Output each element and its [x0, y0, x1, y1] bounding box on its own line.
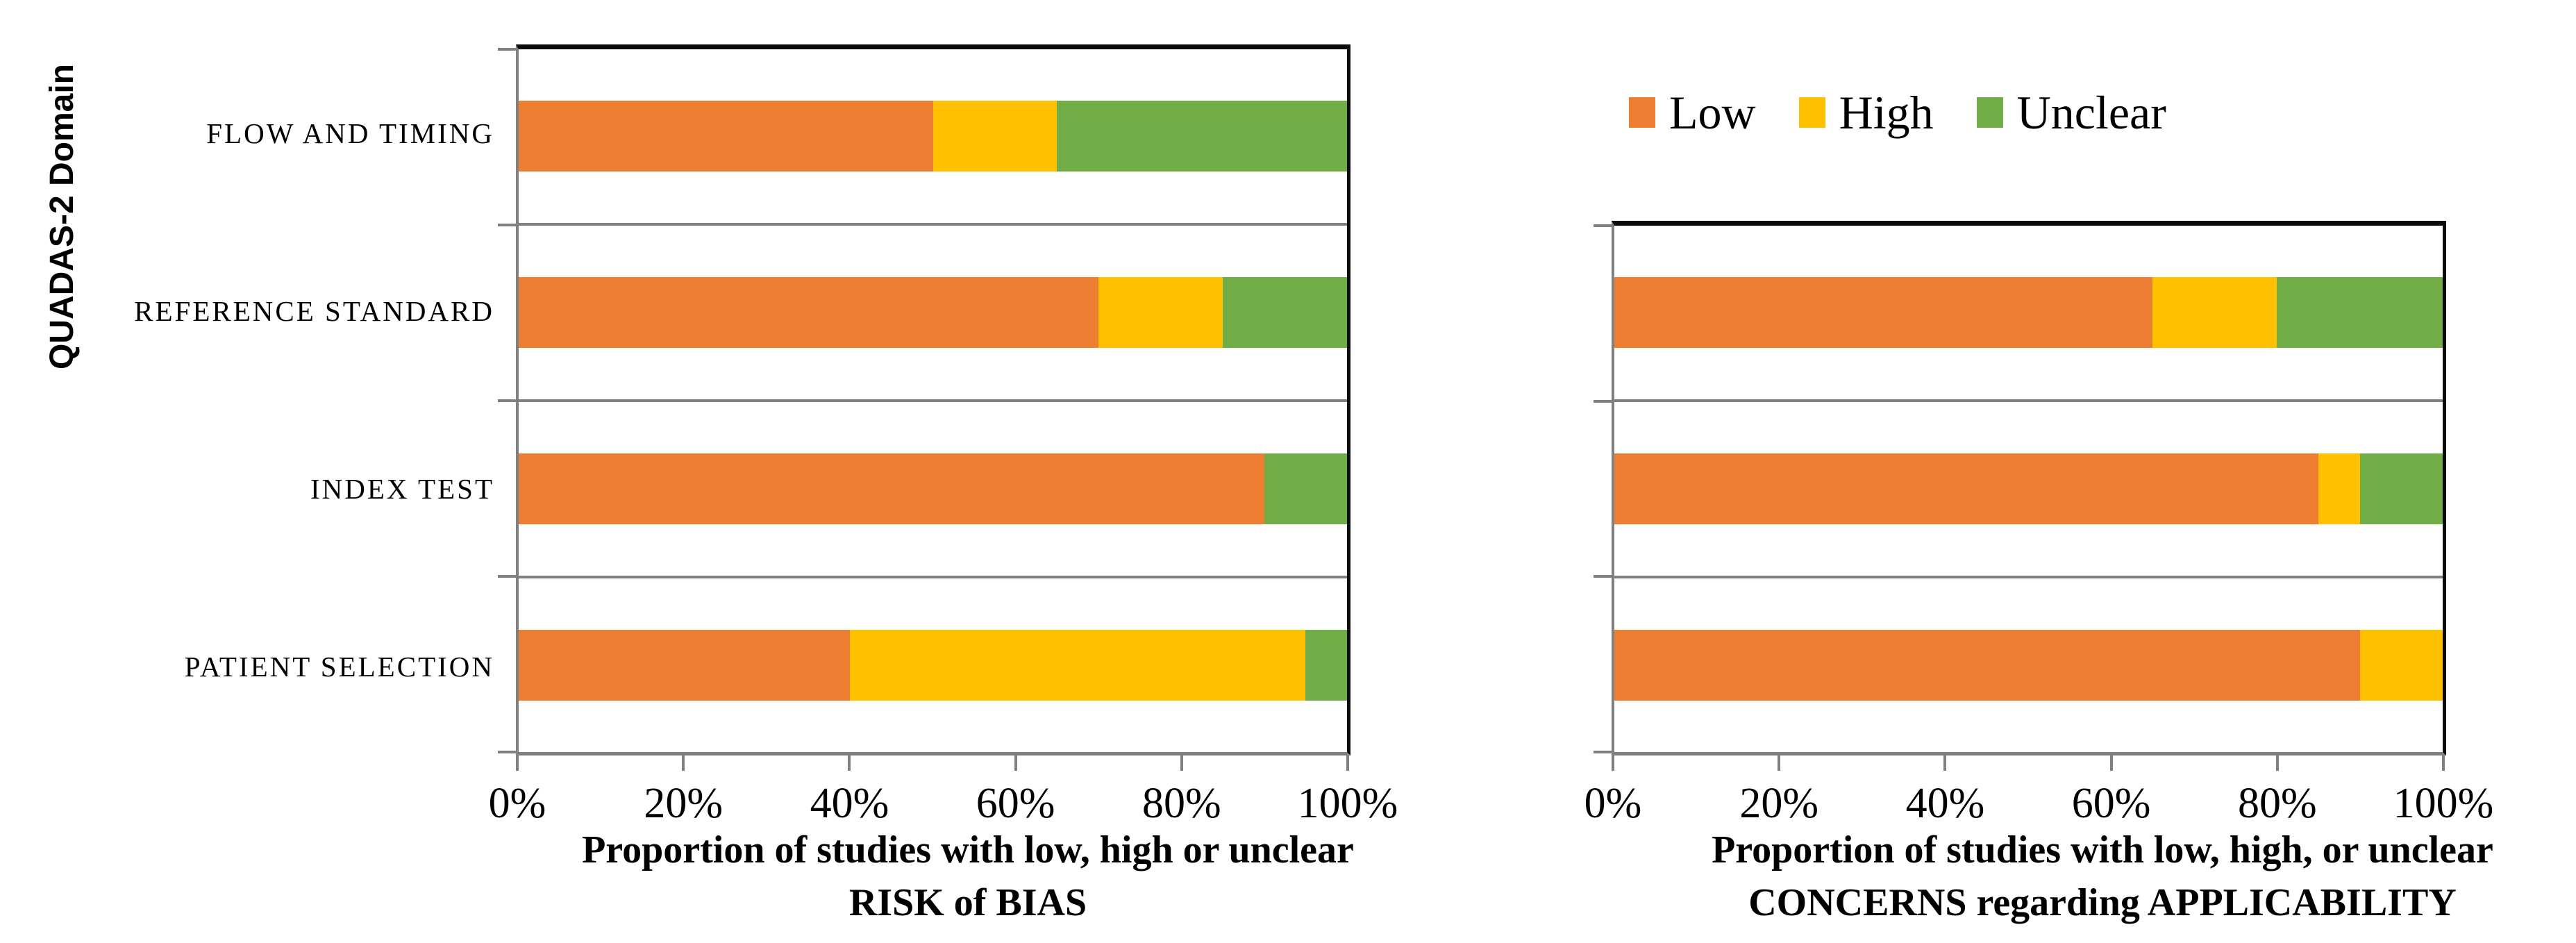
applicability-plot-area [1594, 221, 2446, 756]
category-row [1614, 576, 2443, 752]
x-axis-tick-mark [1943, 756, 1947, 771]
bar-segment-high [2359, 629, 2443, 701]
risk-of-bias-axis-title-line1: Proportion of studies with low, high or … [582, 828, 1354, 871]
bar-segment-low [519, 276, 1099, 349]
category-label: PATIENT SELECTION [184, 651, 494, 683]
applicability-axis-title-line1: Proportion of studies with low, high, or… [1712, 828, 2493, 871]
x-axis-tick-label: 0% [1584, 780, 1642, 827]
x-axis-tick-mark [1180, 756, 1183, 771]
category-axis-tick [1594, 575, 1612, 578]
bar-segment-unclear [1057, 100, 1347, 172]
x-axis-tick-mark [516, 756, 519, 771]
x-axis-tick-label: 20% [1739, 780, 1819, 827]
category-row [1614, 226, 2443, 399]
legend-item-high: High [1798, 86, 1934, 139]
x-axis-tick-mark [2275, 756, 2279, 771]
stacked-bar [519, 453, 1347, 525]
bar-segment-unclear [1305, 629, 1347, 701]
bar-segment-unclear [2277, 276, 2443, 349]
risk-of-bias-x-axis: 0% 20% 40% 60% 80% 100% [489, 756, 1398, 846]
x-axis-tick-mark [682, 756, 685, 771]
category-row [519, 576, 1347, 752]
bar-segment-high [1098, 276, 1223, 349]
bar-segment-low [1614, 453, 2319, 525]
bar-segment-high [2318, 453, 2360, 525]
category-axis-tick [498, 48, 516, 51]
category-axis-tick [1594, 751, 1612, 753]
bar-segment-high [2152, 276, 2277, 349]
category-label: FLOW AND TIMING [206, 117, 494, 149]
category-row [519, 223, 1347, 399]
bar-segment-low [1614, 276, 2153, 349]
legend: Low High Unclear [1629, 89, 2166, 136]
legend-item-unclear: Unclear [1976, 86, 2166, 139]
legend-label: Low [1669, 86, 1756, 139]
bar-segment-high [850, 629, 1306, 701]
legend-label: High [1839, 86, 1934, 139]
bar-segment-low [519, 453, 1264, 525]
stacked-bar [519, 100, 1347, 172]
bar-segment-unclear [1264, 453, 1347, 525]
bar-segment-high [932, 100, 1057, 172]
applicability-x-axis: 0% 20% 40% 60% 80% 100% [1584, 756, 2493, 846]
category-axis-tick [498, 399, 516, 402]
stacked-bar [519, 276, 1347, 349]
category-row [1614, 399, 2443, 576]
legend-swatch-unclear [1976, 97, 2003, 128]
applicability-axis-title-line2: CONCERNS regarding APPLICABILITY [1748, 881, 2457, 924]
x-axis-tick-mark [848, 756, 851, 771]
category-axis-tick [1594, 399, 1612, 403]
legend-swatch-high [1798, 97, 1825, 128]
y-axis-category-labels: FLOW AND TIMING REFERENCE STANDARD INDEX T… [0, 44, 494, 756]
legend-item-low: Low [1629, 89, 1756, 136]
category-axis-tick [1594, 224, 1612, 227]
category-row [519, 49, 1347, 223]
x-axis-tick-label: 80% [2237, 780, 2317, 827]
x-axis-tick-mark [2442, 756, 2445, 771]
stacked-bar [1614, 453, 2443, 525]
stacked-bar [1614, 629, 2443, 701]
category-axis-tick [498, 751, 516, 753]
x-axis-tick-mark [1346, 756, 1349, 771]
category-axis-tick [498, 224, 516, 226]
stacked-bar [519, 629, 1347, 701]
x-axis-tick-mark [1014, 756, 1017, 771]
risk-of-bias-axis-title-line2: RISK of BIAS [848, 881, 1087, 924]
x-axis-tick-mark [1778, 756, 1781, 771]
category-label: INDEX TEST [310, 473, 494, 505]
bar-segment-unclear [1223, 276, 1347, 349]
category-label: REFERENCE STANDARD [134, 295, 494, 327]
x-axis-tick-label: 40% [1905, 780, 1985, 827]
x-axis-tick-label: 60% [976, 780, 1055, 827]
bar-segment-low [1614, 629, 2360, 701]
legend-label: Unclear [2016, 86, 2166, 139]
category-axis-tick [498, 575, 516, 578]
x-axis-tick-label: 40% [810, 780, 889, 827]
bar-segment-low [519, 100, 933, 172]
x-axis-tick-label: 60% [2071, 780, 2151, 827]
bar-segment-unclear [2359, 453, 2443, 525]
x-axis-tick-label: 100% [1297, 780, 1398, 827]
x-axis-tick-mark [2109, 756, 2113, 771]
stacked-bar [1614, 276, 2443, 349]
x-axis-tick-mark [1612, 756, 1614, 771]
x-axis-tick-label: 0% [488, 780, 546, 827]
risk-of-bias-plot-area [498, 44, 1350, 756]
x-axis-tick-label: 100% [2393, 780, 2494, 827]
category-row [519, 399, 1347, 576]
x-axis-tick-label: 20% [644, 780, 724, 827]
legend-swatch-low [1629, 97, 1655, 128]
x-axis-tick-label: 80% [1141, 780, 1221, 827]
bar-segment-low [519, 629, 851, 701]
